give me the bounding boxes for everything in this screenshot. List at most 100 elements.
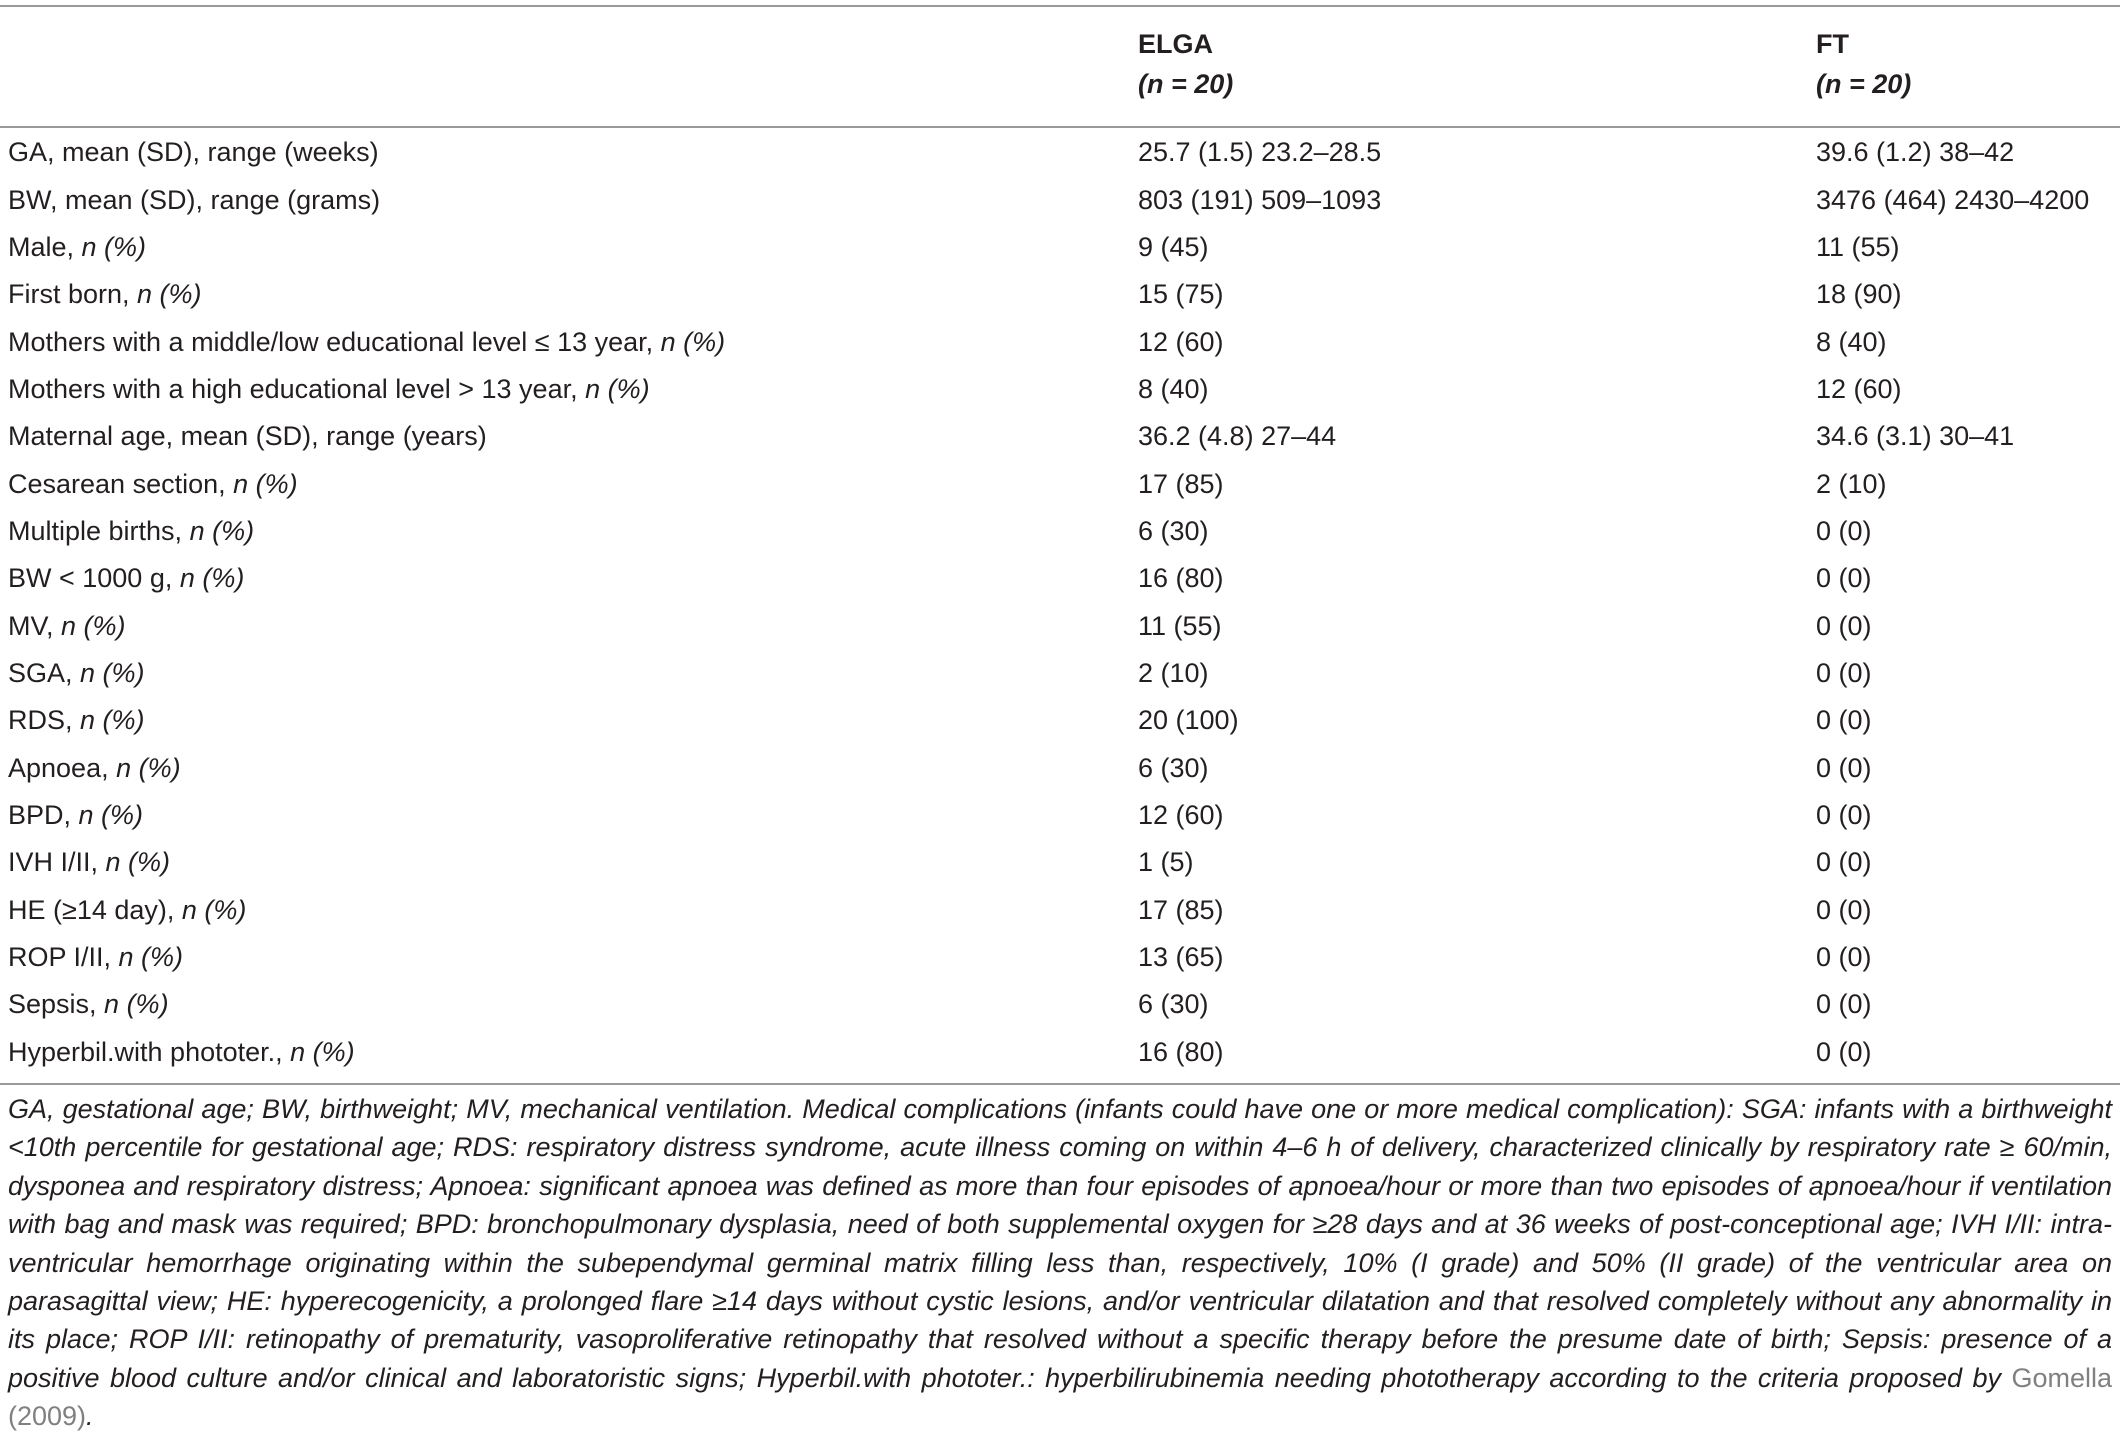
- table-row: Maternal age, mean (SD), range (years) 36…: [0, 413, 2116, 460]
- ft-value: 0 (0): [1816, 989, 1872, 1020]
- table-row: Sepsis, n (%) 6 (30) 0 (0): [0, 981, 2116, 1028]
- footnote-reference-link[interactable]: Gomella (2009): [8, 1362, 2112, 1432]
- elga-value: 20 (100): [1138, 705, 1239, 736]
- elga-value: 8 (40): [1138, 373, 1209, 404]
- row-label-unit: n (%): [585, 373, 650, 404]
- elga-value: 9 (45): [1138, 231, 1209, 262]
- elga-value: 803 (191) 509–1093: [1138, 184, 1382, 215]
- row-label: First born, n (%): [0, 271, 1138, 318]
- elga-value: 1 (5): [1138, 847, 1194, 878]
- table-row: Mothers with a high educational level > …: [0, 366, 2116, 413]
- row-label: RDS, n (%): [0, 697, 1138, 744]
- row-label-unit: n (%): [189, 515, 255, 546]
- row-label: BW, mean (SD), range (grams): [0, 176, 1138, 223]
- elga-value: 16 (80): [1138, 563, 1224, 594]
- elga-value: 12 (60): [1138, 326, 1224, 357]
- column-header-elga-n: (n = 20): [1138, 69, 1234, 99]
- row-label: BW < 1000 g, n (%): [0, 555, 1138, 602]
- row-label-text: MV,: [8, 610, 62, 641]
- elga-value: 17 (85): [1138, 894, 1224, 925]
- column-header-ft-n: (n = 20): [1816, 69, 1912, 99]
- table-footnote: GA, gestational age; BW, birthweight; MV…: [8, 1090, 2112, 1436]
- row-label: Sepsis, n (%): [0, 981, 1138, 1028]
- row-label-text: BPD,: [8, 799, 79, 830]
- row-label: SGA, n (%): [0, 650, 1138, 697]
- table-body: GA, mean (SD), range (weeks) 25.7 (1.5) 2…: [0, 129, 2116, 1076]
- table-row: ROP I/II, n (%) 13 (65) 0 (0): [0, 934, 2116, 981]
- row-label-unit: n (%): [137, 279, 202, 310]
- ft-value: 0 (0): [1816, 847, 1872, 878]
- header-rule: [0, 126, 2120, 128]
- elga-value: 16 (80): [1138, 1036, 1224, 1067]
- row-label-text: HE (≥14 day),: [8, 894, 182, 925]
- row-label-text: Multiple births,: [8, 515, 190, 546]
- table-row: GA, mean (SD), range (weeks) 25.7 (1.5) 2…: [0, 129, 2116, 176]
- row-label: Cesarean section, n (%): [0, 460, 1138, 507]
- ft-value: 0 (0): [1816, 563, 1872, 594]
- row-label: Hyperbil.with phototer., n (%): [0, 1029, 1138, 1076]
- elga-value: 11 (55): [1138, 610, 1222, 641]
- table-row: Cesarean section, n (%) 17 (85) 2 (10): [0, 460, 2116, 507]
- table-row: BPD, n (%) 12 (60) 0 (0): [0, 792, 2116, 839]
- row-label-unit: n (%): [233, 468, 298, 499]
- row-label-text: SGA,: [8, 657, 81, 688]
- ft-value: 0 (0): [1816, 894, 1872, 925]
- elga-value: 12 (60): [1138, 799, 1224, 830]
- row-label-text: Maternal age, mean (SD), range (years): [8, 421, 487, 452]
- row-label: Mothers with a high educational level > …: [0, 366, 1138, 413]
- ft-value: 0 (0): [1816, 657, 1872, 688]
- ft-value: 0 (0): [1816, 752, 1872, 783]
- row-label: IVH I/II, n (%): [0, 839, 1138, 886]
- row-label: Mothers with a middle/low educational le…: [0, 318, 1138, 365]
- table-row: IVH I/II, n (%) 1 (5) 0 (0): [0, 839, 2116, 886]
- ft-value: 0 (0): [1816, 1036, 1872, 1067]
- table-row: Apnoea, n (%) 6 (30) 0 (0): [0, 744, 2116, 791]
- ft-value: 39.6 (1.2) 38–42: [1816, 137, 2015, 168]
- column-header-ft: FT (n = 20): [1816, 24, 1911, 104]
- row-label-text: BW, mean (SD), range (grams): [8, 184, 381, 215]
- table-row: HE (≥14 day), n (%) 17 (85) 0 (0): [0, 887, 2116, 934]
- ft-value: 11 (55): [1816, 231, 1900, 262]
- row-label-text: ROP I/II,: [8, 942, 119, 973]
- elga-value: 36.2 (4.8) 27–44: [1138, 421, 1337, 452]
- ft-value: 2 (10): [1816, 468, 1887, 499]
- row-label: ROP I/II, n (%): [0, 934, 1138, 981]
- row-label-unit: n (%): [105, 847, 171, 878]
- elga-value: 2 (10): [1138, 657, 1209, 688]
- row-label: GA, mean (SD), range (weeks): [0, 129, 1138, 176]
- elga-value: 15 (75): [1138, 279, 1224, 310]
- row-label-text: Sepsis,: [8, 989, 105, 1020]
- row-label-unit: n (%): [80, 657, 145, 688]
- row-label-unit: n (%): [78, 799, 144, 830]
- ft-value: 18 (90): [1816, 279, 1902, 310]
- row-label-unit: n (%): [81, 231, 147, 262]
- ft-value: 0 (0): [1816, 942, 1872, 973]
- row-label: MV, n (%): [0, 602, 1138, 649]
- ft-value: 0 (0): [1816, 515, 1872, 546]
- table-row: BW, mean (SD), range (grams) 803 (191) 50…: [0, 176, 2116, 223]
- row-label: BPD, n (%): [0, 792, 1138, 839]
- ft-value: 3476 (464) 2430–4200: [1816, 184, 2090, 215]
- footnote-text: GA, gestational age; BW, birthweight; MV…: [8, 1094, 2112, 1393]
- row-label: Apnoea, n (%): [0, 744, 1138, 791]
- ft-value: 0 (0): [1816, 610, 1872, 641]
- row-label-text: Mothers with a middle/low educational le…: [8, 326, 661, 357]
- table-row: First born, n (%) 15 (75) 18 (90): [0, 271, 2116, 318]
- table-row: RDS, n (%) 20 (100) 0 (0): [0, 697, 2116, 744]
- row-label: Multiple births, n (%): [0, 508, 1138, 555]
- row-label-text: Apnoea,: [8, 752, 117, 783]
- table-row: MV, n (%) 11 (55) 0 (0): [0, 602, 2116, 649]
- row-label-text: Hyperbil.with phototer.,: [8, 1036, 291, 1067]
- row-label-unit: n (%): [61, 610, 126, 641]
- row-label-text: First born,: [8, 279, 138, 310]
- row-label-text: Mothers with a high educational level > …: [8, 373, 586, 404]
- table-row: Male, n (%) 9 (45) 11 (55): [0, 224, 2116, 271]
- row-label-unit: n (%): [80, 705, 145, 736]
- row-label-unit: n (%): [290, 1036, 355, 1067]
- row-label-unit: n (%): [118, 942, 184, 973]
- bottom-rule: [0, 1083, 2120, 1085]
- row-label-unit: n (%): [179, 563, 245, 594]
- column-header-elga: ELGA (n = 20): [1138, 24, 1233, 104]
- row-label-unit: n (%): [660, 326, 726, 357]
- row-label-text: RDS,: [8, 705, 81, 736]
